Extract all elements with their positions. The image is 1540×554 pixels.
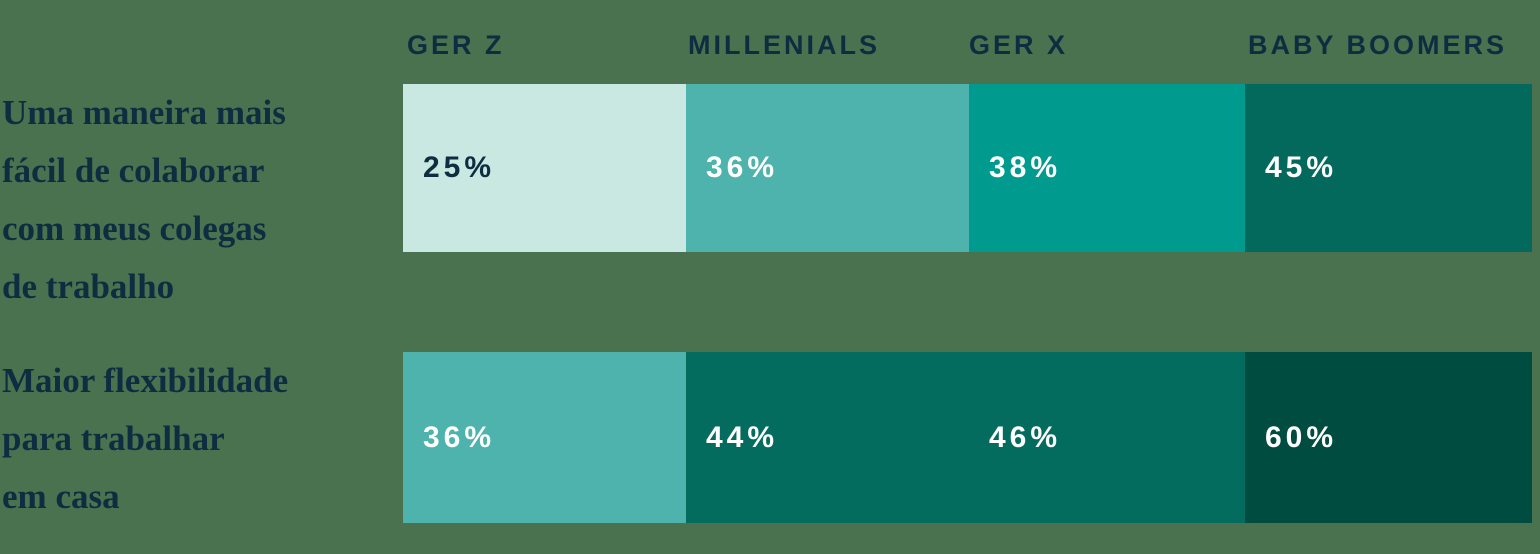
bar-cell: 25% [403, 84, 686, 252]
bar-cell: 38% [969, 84, 1245, 252]
bar-value: 46% [989, 420, 1062, 454]
column-header-millenials: MILLENIALS [688, 30, 880, 60]
bar-cell: 36% [403, 352, 686, 523]
row-label-flexibility: Maior flexibilidade para trabalhar em ca… [2, 361, 289, 516]
bar-cell: 44% [686, 352, 969, 523]
bar-cell: 45% [1245, 84, 1532, 252]
column-header-baby-boomers: BABY BOOMERS [1248, 30, 1508, 60]
bar-row-flexibility: 36% 44% 46% 60% [403, 352, 1532, 523]
bar-value: 36% [423, 420, 496, 454]
row-label-collaboration: Uma maneira mais fácil de colaborar com … [2, 93, 286, 306]
bar-row-collaboration: 25% 36% 38% 45% [403, 84, 1532, 252]
column-header-row: GER Z MILLENIALS GER X BABY BOOMERS [403, 30, 1540, 60]
bar-value: 45% [1265, 151, 1338, 184]
bar-value: 60% [1265, 420, 1338, 454]
bar-value: 25% [423, 151, 496, 184]
bar-value: 36% [706, 151, 779, 184]
bar-value: 44% [706, 420, 779, 454]
bar-cell: 60% [1245, 352, 1532, 523]
column-header-ger-z: GER Z [407, 30, 505, 60]
bar-cell: 46% [969, 352, 1245, 523]
bar-value: 38% [989, 151, 1062, 184]
bar-cell: 36% [686, 84, 969, 252]
column-header-ger-x: GER X [969, 30, 1069, 60]
